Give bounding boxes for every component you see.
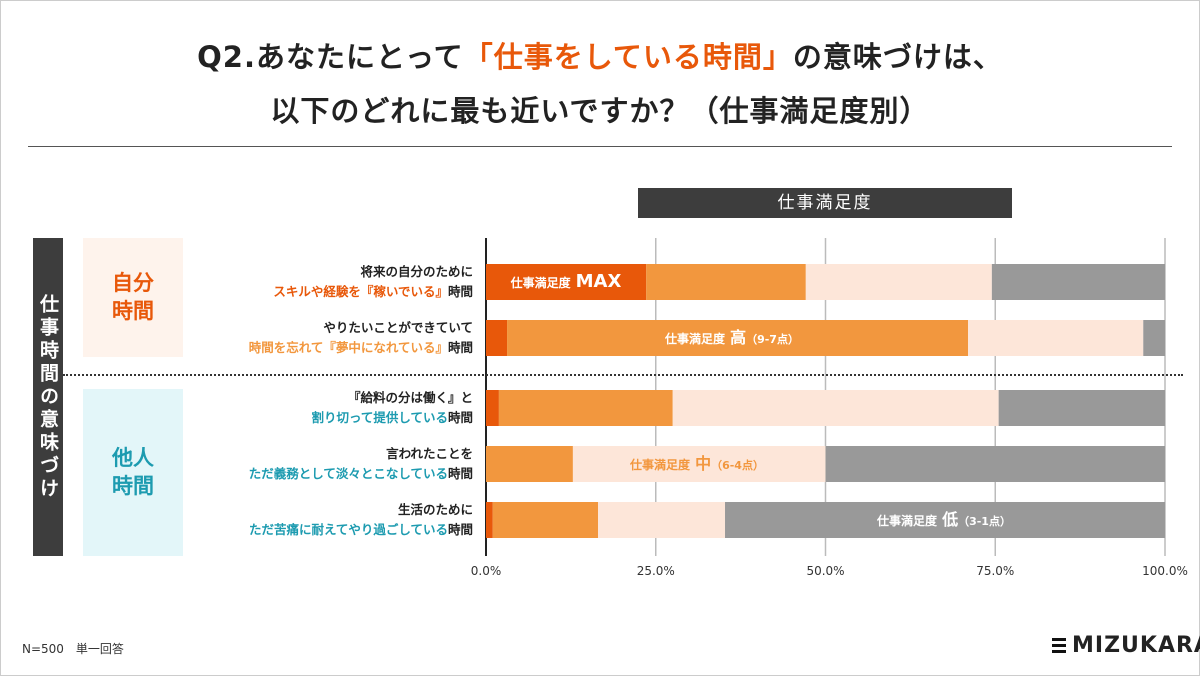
series-label-range: （3-1点） xyxy=(958,514,1011,528)
group-others-time: 他人 時間 xyxy=(83,389,183,556)
title-highlight: 「仕事をしている時間」 xyxy=(463,40,793,74)
row-label-line1: 将来の自分のために xyxy=(360,264,473,279)
bar-segment xyxy=(486,446,573,482)
row-label-highlight: スキルや経験を『稼いでいる』 xyxy=(273,284,448,299)
bar-segment xyxy=(486,320,508,356)
series-label: 仕事満足度 中（6-4点） xyxy=(629,454,764,473)
row-label-highlight: 割り切って提供している xyxy=(311,410,448,425)
series-label-main: 仕事満足度 xyxy=(510,275,572,290)
group-label: 自分 時間 xyxy=(112,271,154,323)
logo-text: MIZUKARA xyxy=(1072,633,1200,658)
row-label: 『給料の分は働く』と割り切って提供している時間 xyxy=(311,388,473,428)
row-label: 将来の自分のためにスキルや経験を『稼いでいる』時間 xyxy=(273,262,473,302)
x-tick-label: 25.0% xyxy=(637,564,675,578)
bar-segment xyxy=(486,264,647,300)
bar-segment xyxy=(968,320,1144,356)
bar-segment xyxy=(507,320,969,356)
logo-mark-icon xyxy=(1052,638,1066,653)
legend-header: 仕事満足度 xyxy=(638,188,1012,218)
bar-segment xyxy=(1143,320,1165,356)
row-label-line1: 言われたことを xyxy=(386,446,473,461)
bars xyxy=(486,264,1165,538)
row-label-suffix: 時間 xyxy=(447,340,473,355)
row-label-line2: ただ義務として淡々とこなしている時間 xyxy=(249,464,473,484)
group-label: 他人 時間 xyxy=(112,446,154,498)
vertical-axis-label: 仕事時間の意味づけ xyxy=(33,238,63,556)
row-label-line2: 時間を忘れて『夢中になれている』時間 xyxy=(249,338,473,358)
group-divider xyxy=(63,374,1183,376)
title-text-post: の意味づけは、 xyxy=(792,40,1003,74)
row-label-line1: やりたいことができていて xyxy=(323,320,473,335)
bar-segment xyxy=(991,264,1165,300)
series-label: 仕事満足度 低（3-1点） xyxy=(876,510,1011,529)
x-tick-label: 50.0% xyxy=(806,564,844,578)
x-tick-label: 100.0% xyxy=(1142,564,1188,578)
series-label-range: （9-7点） xyxy=(746,332,799,346)
series-label: 仕事満足度 高（9-7点） xyxy=(664,328,799,347)
series-label-main: 仕事満足度 xyxy=(629,457,691,472)
row-label-line2: ただ苦痛に耐えてやり過ごしている時間 xyxy=(249,520,473,540)
series-label-level: 中 xyxy=(695,454,711,473)
bar-segment xyxy=(725,502,1165,538)
title-line2: 以下のどれに最も近いですか？（仕事満足度別） xyxy=(270,94,930,128)
bar-segment xyxy=(486,390,499,426)
bar-segment xyxy=(805,264,992,300)
bar-segment xyxy=(572,446,826,482)
logo: MIZUKARA xyxy=(1052,633,1200,658)
series-label-range: （6-4点） xyxy=(711,458,764,472)
bar-segment xyxy=(486,502,493,538)
row-label: やりたいことができていて時間を忘れて『夢中になれている』時間 xyxy=(249,318,473,358)
bar-segment xyxy=(492,502,599,538)
row-label: 生活のためにただ苦痛に耐えてやり過ごしている時間 xyxy=(249,500,473,540)
series-label: 仕事満足度 MAX xyxy=(510,271,622,292)
row-label-line1: 生活のために xyxy=(397,502,473,517)
row-label-line1: 『給料の分は働く』と xyxy=(347,390,473,405)
row-label-highlight: ただ義務として淡々とこなしている xyxy=(248,466,448,481)
title-line1: Q2.あなたにとって「仕事をしている時間」の意味づけは、 xyxy=(0,34,1200,76)
row-label-highlight: ただ苦痛に耐えてやり過ごしている xyxy=(248,522,448,537)
bar-segment xyxy=(646,264,806,300)
group-self-time: 自分 時間 xyxy=(83,238,183,357)
row-label-line2: 割り切って提供している時間 xyxy=(311,408,473,428)
row-label: 言われたことをただ義務として淡々とこなしている時間 xyxy=(249,444,473,484)
bar-segment xyxy=(825,446,1165,482)
row-label-suffix: 時間 xyxy=(447,284,473,299)
x-tick-label: 75.0% xyxy=(976,564,1014,578)
x-tick-label: 0.0% xyxy=(471,564,502,578)
footnote: N=500 単一回答 xyxy=(22,642,124,656)
row-label-suffix: 時間 xyxy=(447,466,473,481)
bar-segment xyxy=(498,390,673,426)
bar-segment xyxy=(998,390,1165,426)
title-divider xyxy=(28,146,1172,147)
series-label-level: MAX xyxy=(576,271,622,292)
series-label-level: 低 xyxy=(941,510,958,529)
bar-segment xyxy=(598,502,726,538)
row-label-highlight: 時間を忘れて『夢中になれている』 xyxy=(248,340,448,355)
title-text: Q2.あなたにとって xyxy=(197,40,464,74)
series-label-level: 高 xyxy=(730,328,746,347)
series-label-main: 仕事満足度 xyxy=(664,331,726,346)
bar-segment xyxy=(672,390,999,426)
row-label-line2: スキルや経験を『稼いでいる』時間 xyxy=(273,282,473,302)
row-label-suffix: 時間 xyxy=(447,522,473,537)
row-label-suffix: 時間 xyxy=(447,410,473,425)
series-label-main: 仕事満足度 xyxy=(876,513,938,528)
